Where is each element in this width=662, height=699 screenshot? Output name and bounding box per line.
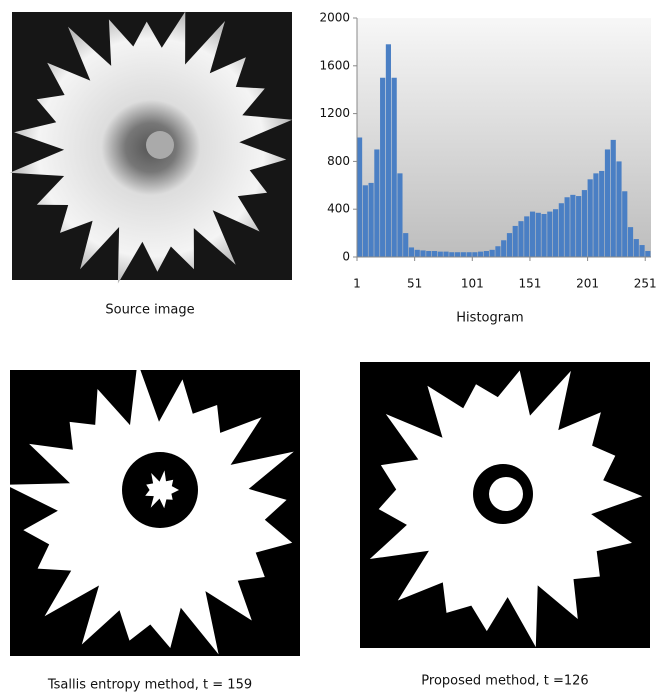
bar [466,252,472,257]
bar [408,247,415,257]
bar [478,251,484,257]
bar [357,137,363,257]
bar [547,211,553,257]
bar [385,44,391,257]
bar [380,77,386,257]
y-tick-label: 800 [327,154,350,168]
tsallis-image [5,362,300,656]
bar [616,161,622,257]
bar [368,182,374,257]
bar [593,173,599,257]
bar [558,203,564,257]
bar [639,245,645,257]
bar [460,252,466,257]
y-tick-label: 1200 [319,106,350,120]
bar [518,221,524,257]
bar [437,251,443,257]
y-tick-label: 0 [342,250,350,264]
bar [622,191,628,257]
bar [633,239,639,257]
bar [604,149,611,257]
bar [645,251,651,257]
bar [553,209,559,257]
bar [397,173,403,257]
bar [506,233,513,257]
source-image [9,11,293,284]
bar [391,77,397,257]
bar [420,250,426,257]
x-tick-label: 251 [634,277,657,291]
y-tick-label: 2000 [319,11,350,25]
x-tick-label: 101 [461,277,484,291]
bar [610,139,616,257]
bar [495,246,501,257]
bar [535,212,541,257]
x-tick-label: 151 [518,277,541,291]
flower-center [146,131,174,159]
y-tick-label: 1600 [319,58,350,72]
caption: Proposed method, t =126 [421,674,588,689]
bar [374,149,380,257]
bar [570,194,576,257]
caption: Source image [105,303,194,318]
bar [564,197,570,257]
bar [472,252,478,257]
x-tick-label: 201 [576,277,599,291]
bar [524,216,530,257]
x-axis-label: Histogram [456,311,523,326]
bar [576,196,582,257]
bar [581,190,587,257]
center [489,477,523,511]
bar [414,249,420,257]
bar [431,251,438,257]
caption: Tsallis entropy method, t = 159 [47,678,252,693]
bar [599,170,605,257]
bar [443,251,449,257]
x-tick-label: 51 [407,277,422,291]
bar [449,252,455,257]
bar [587,179,593,257]
bar [483,251,489,257]
bar [455,252,461,257]
bar [403,233,409,257]
bar [501,240,507,257]
center [145,470,179,509]
proposed-image [360,362,650,648]
bar [426,251,432,257]
bar [529,211,536,257]
x-tick-label: 1 [353,277,361,291]
bar [362,185,368,257]
bar [512,225,518,257]
bar [541,213,547,257]
y-tick-label: 400 [327,202,350,216]
bar [627,227,634,257]
bar [489,249,495,257]
